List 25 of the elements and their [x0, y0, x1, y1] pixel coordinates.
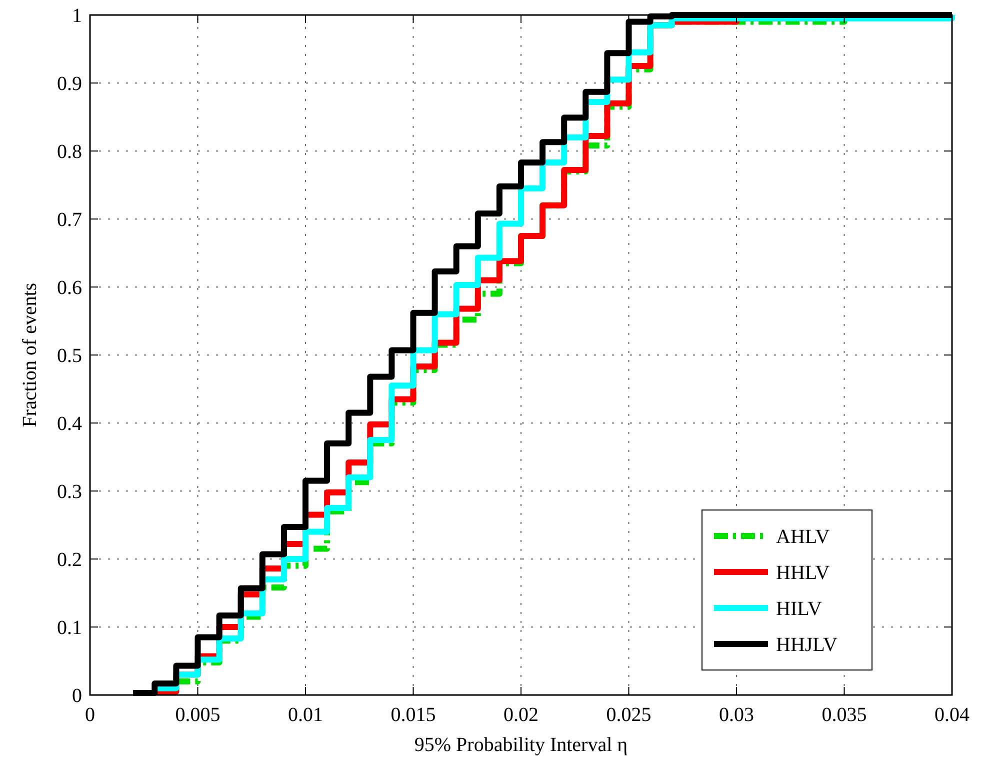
x-tick-label: 0.02: [504, 704, 538, 726]
y-tick-label: 0.1: [57, 617, 82, 639]
y-tick-label: 0: [72, 685, 82, 707]
y-tick-label: 0.3: [57, 481, 82, 503]
y-tick-label: 0.5: [57, 345, 82, 367]
legend-label: HHLV: [776, 562, 830, 584]
x-tick-label: 0.025: [606, 704, 652, 726]
y-tick-label: 0.4: [57, 413, 82, 435]
x-axis-title: 95% Probability Interval η: [414, 734, 628, 756]
x-tick-label: 0.03: [719, 704, 754, 726]
y-axis-title: Fraction of events: [19, 282, 41, 428]
y-tick-label: 0.9: [57, 73, 82, 95]
y-tick-label: 0.2: [57, 549, 82, 571]
x-tick-label: 0.005: [175, 704, 220, 726]
legend-label: HHJLV: [776, 634, 838, 656]
y-tick-label: 0.8: [57, 141, 82, 163]
x-tick-label: 0.04: [934, 704, 970, 726]
x-tick-label: 0.01: [288, 704, 323, 726]
y-tick-label: 0.7: [57, 209, 82, 231]
y-tick-label: 0.6: [57, 277, 82, 299]
x-tick-label: 0.015: [390, 704, 436, 726]
legend-label: AHLV: [776, 526, 830, 548]
x-tick-label: 0.035: [822, 704, 867, 726]
y-tick-label: 1: [72, 5, 82, 27]
legend-label: HILV: [776, 598, 822, 620]
